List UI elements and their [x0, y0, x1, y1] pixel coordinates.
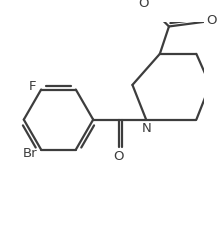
Text: O: O — [113, 150, 124, 163]
Text: F: F — [28, 80, 36, 93]
Text: O: O — [138, 0, 149, 10]
Text: Br: Br — [23, 147, 37, 160]
Text: N: N — [141, 122, 151, 135]
Text: O: O — [207, 14, 217, 27]
